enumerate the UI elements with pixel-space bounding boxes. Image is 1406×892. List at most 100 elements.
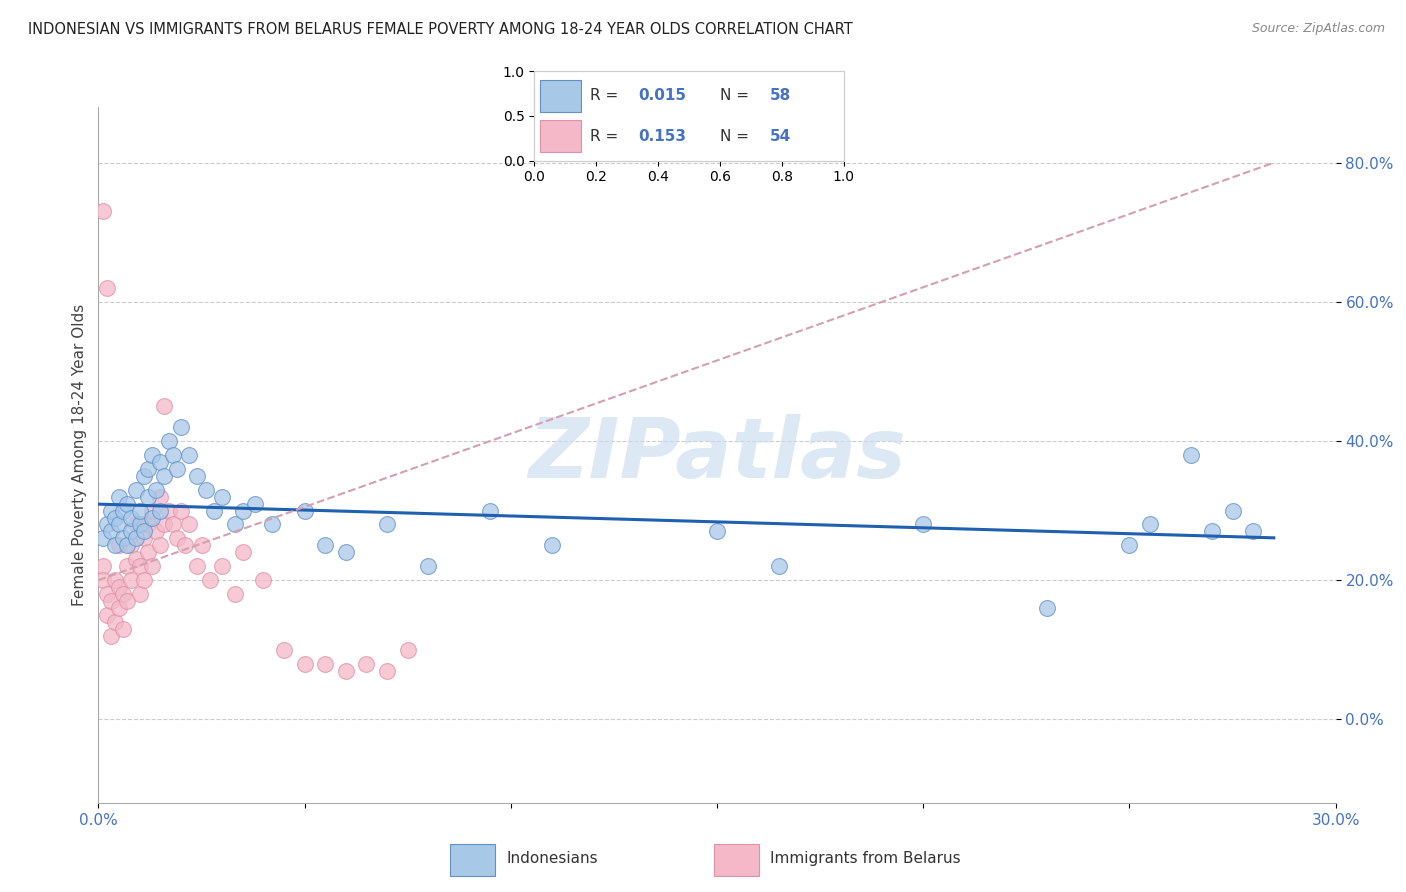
Point	[128, 517, 150, 532]
Point	[912, 517, 935, 532]
Point	[136, 545, 159, 559]
FancyBboxPatch shape	[540, 120, 581, 152]
Point	[1139, 517, 1161, 532]
Point	[124, 552, 146, 566]
Point	[117, 594, 139, 608]
Point	[202, 503, 225, 517]
Point	[224, 517, 246, 532]
Text: R =: R =	[591, 128, 623, 144]
Point	[120, 524, 142, 539]
Point	[149, 538, 172, 552]
Point	[194, 483, 217, 497]
Point	[1036, 601, 1059, 615]
Point	[108, 538, 131, 552]
Point	[124, 532, 146, 546]
Point	[132, 524, 155, 539]
Point	[314, 538, 336, 552]
Point	[294, 657, 316, 671]
Point	[768, 559, 790, 574]
Point	[243, 497, 266, 511]
Point	[96, 607, 118, 622]
Point	[170, 420, 193, 434]
Point	[1118, 538, 1140, 552]
Point	[117, 538, 139, 552]
Point	[232, 503, 254, 517]
Point	[128, 587, 150, 601]
FancyBboxPatch shape	[450, 844, 495, 876]
Point	[141, 559, 163, 574]
Point	[141, 448, 163, 462]
Point	[166, 462, 188, 476]
Point	[479, 503, 502, 517]
Point	[232, 545, 254, 559]
Point	[100, 503, 122, 517]
Point	[141, 510, 163, 524]
Point	[91, 559, 114, 574]
Point	[162, 448, 184, 462]
Point	[179, 448, 201, 462]
Point	[170, 503, 193, 517]
Point	[120, 510, 142, 524]
Point	[100, 524, 122, 539]
Point	[124, 517, 146, 532]
Text: R =: R =	[591, 88, 623, 103]
Point	[153, 517, 176, 532]
Point	[190, 538, 212, 552]
Point	[162, 517, 184, 532]
Point	[117, 559, 139, 574]
Point	[104, 538, 127, 552]
Point	[120, 573, 142, 587]
Point	[418, 559, 440, 574]
Point	[96, 281, 118, 295]
Point	[149, 503, 172, 517]
Point	[108, 490, 131, 504]
Point	[166, 532, 188, 546]
Point	[149, 455, 172, 469]
Point	[1241, 524, 1264, 539]
Point	[104, 615, 127, 629]
Point	[157, 503, 180, 517]
Point	[211, 559, 233, 574]
Point	[91, 532, 114, 546]
Point	[96, 517, 118, 532]
Point	[198, 573, 221, 587]
Point	[260, 517, 283, 532]
Point	[112, 622, 135, 636]
Point	[174, 538, 197, 552]
Text: Indonesians: Indonesians	[506, 851, 598, 866]
Point	[375, 517, 398, 532]
Point	[104, 573, 127, 587]
Point	[108, 517, 131, 532]
Point	[186, 559, 208, 574]
Point	[124, 483, 146, 497]
Point	[149, 490, 172, 504]
Point	[356, 657, 378, 671]
Point	[273, 642, 295, 657]
Point	[179, 517, 201, 532]
Point	[100, 629, 122, 643]
Point	[157, 434, 180, 448]
Point	[252, 573, 274, 587]
Point	[108, 580, 131, 594]
Point	[186, 468, 208, 483]
Point	[120, 538, 142, 552]
Point	[153, 399, 176, 413]
Point	[706, 524, 728, 539]
Point	[112, 587, 135, 601]
Point	[132, 573, 155, 587]
Point	[224, 587, 246, 601]
Text: 58: 58	[769, 88, 790, 103]
Point	[153, 468, 176, 483]
Point	[211, 490, 233, 504]
Point	[335, 545, 357, 559]
Point	[136, 517, 159, 532]
Point	[100, 594, 122, 608]
FancyBboxPatch shape	[714, 844, 759, 876]
Point	[128, 559, 150, 574]
Point	[1201, 524, 1223, 539]
Point	[1222, 503, 1244, 517]
Point	[91, 204, 114, 219]
Point	[136, 490, 159, 504]
Point	[396, 642, 419, 657]
FancyBboxPatch shape	[540, 80, 581, 112]
